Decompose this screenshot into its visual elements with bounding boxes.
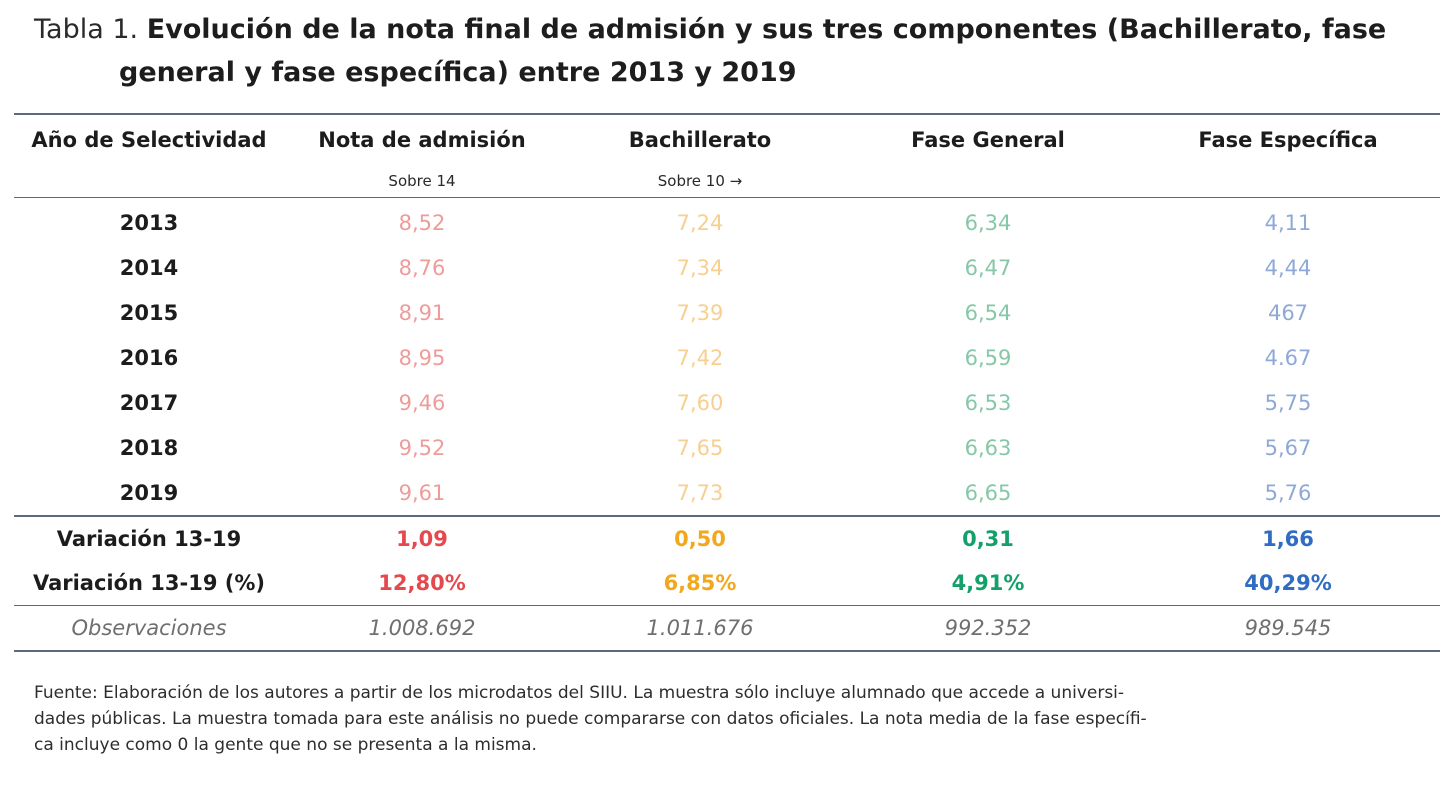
value-cell: 7,42 (676, 345, 724, 370)
value-cell: 7,24 (676, 210, 724, 235)
value-cell: 8,52 (398, 210, 446, 235)
value-cell: 4.67 (1264, 345, 1312, 370)
value-cell: 7,73 (676, 480, 724, 505)
header-row: Año de Selectividad Nota de admisión Bac… (14, 115, 1440, 165)
year-cell: 2019 (119, 480, 179, 505)
observations-value: 992.352 (840, 605, 1136, 652)
value-cell: 6,47 (964, 255, 1012, 280)
footnote-line-2: dades públicas. La muestra tomada para e… (34, 709, 1147, 729)
table-row: 2014 8,76 7,34 6,47 4,44 (14, 245, 1440, 290)
table-row: 2019 9,61 7,73 6,65 5,76 (14, 470, 1440, 516)
value-cell: 6,34 (964, 210, 1012, 235)
value-cell: 6,65 (964, 480, 1012, 505)
value-cell: 7,60 (676, 390, 724, 415)
value-cell: 9,46 (398, 390, 446, 415)
table-row: 2016 8,95 7,42 6,59 4.67 (14, 335, 1440, 380)
observations-value: 1.011.676 (560, 605, 840, 652)
value-cell: 5,76 (1264, 480, 1312, 505)
value-cell: 6,54 (964, 300, 1012, 325)
year-cell: 2016 (119, 345, 179, 370)
footnote: Fuente: Elaboración de los autores a par… (34, 680, 1414, 758)
year-cell: 2013 (119, 210, 179, 235)
value-cell: 9,61 (398, 480, 446, 505)
value-cell: 5,67 (1264, 435, 1312, 460)
variation-pct-value: 40,29% (1136, 561, 1440, 606)
title-text-1: Evolución de la nota final de admisión y… (146, 14, 1387, 45)
observations-label: Observaciones (14, 605, 284, 652)
header-year: Año de Selectividad (31, 128, 267, 152)
header-admision: Nota de admisión (318, 128, 526, 152)
value-cell: 8,76 (398, 255, 446, 280)
table-title: Tabla 1. Evolución de la nota final de a… (34, 8, 1434, 94)
variation-pct-value: 6,85% (560, 561, 840, 606)
title-line-1: Tabla 1. Evolución de la nota final de a… (34, 8, 1434, 51)
observations-value: 989.545 (1136, 605, 1440, 652)
variation-value: 1,66 (1136, 515, 1440, 561)
header-bachillerato: Bachillerato (628, 128, 772, 152)
variation-row: Variación 13-19 1,09 0,50 0,31 1,66 (14, 515, 1440, 561)
table-row: 2015 8,91 7,39 6,54 467 (14, 290, 1440, 335)
value-cell: 4,11 (1264, 210, 1312, 235)
variation-pct-value: 4,91% (840, 561, 1136, 606)
variation-value: 0,50 (560, 515, 840, 561)
unit-cell (14, 165, 284, 198)
observations-value: 1.008.692 (284, 605, 560, 652)
observations-row: Observaciones 1.008.692 1.011.676 992.35… (14, 605, 1440, 652)
table-row: 2018 9,52 7,65 6,63 5,67 (14, 425, 1440, 470)
year-cell: 2014 (119, 255, 179, 280)
title-prefix: Tabla 1. (34, 14, 139, 45)
value-cell: 7,39 (676, 300, 724, 325)
unit-cell (1136, 165, 1440, 198)
year-cell: 2017 (119, 390, 179, 415)
variation-value: 1,09 (284, 515, 560, 561)
title-text-2: general y fase específica) entre 2013 y … (119, 57, 797, 88)
value-cell: 7,65 (676, 435, 724, 460)
header-fase-general: Fase General (911, 128, 1065, 152)
variation-pct-row: Variación 13-19 (%) 12,80% 6,85% 4,91% 4… (14, 561, 1440, 606)
unit-cell (840, 165, 1136, 198)
table-row: 2017 9,46 7,60 6,53 5,75 (14, 380, 1440, 425)
variation-label: Variación 13-19 (14, 515, 284, 561)
value-cell: 5,75 (1264, 390, 1312, 415)
value-cell: 6,63 (964, 435, 1012, 460)
title-line-2: general y fase específica) entre 2013 y … (34, 51, 1434, 94)
year-cell: 2018 (119, 435, 179, 460)
header-fase-especifica: Fase Específica (1198, 128, 1378, 152)
variation-pct-value: 12,80% (284, 561, 560, 606)
value-cell: 9,52 (398, 435, 446, 460)
unit-cell: Sobre 14 (284, 165, 560, 198)
variation-value: 0,31 (840, 515, 1136, 561)
variation-pct-label: Variación 13-19 (%) (14, 561, 284, 606)
value-cell: 467 (1267, 300, 1309, 325)
table-row: 2013 8,52 7,24 6,34 4,11 (14, 198, 1440, 246)
value-cell: 8,95 (398, 345, 446, 370)
units-row: Sobre 14 Sobre 10 → (14, 165, 1440, 198)
value-cell: 7,34 (676, 255, 724, 280)
footnote-line-1: Fuente: Elaboración de los autores a par… (34, 683, 1125, 703)
value-cell: 8,91 (398, 300, 446, 325)
year-cell: 2015 (119, 300, 179, 325)
unit-cell: Sobre 10 → (560, 165, 840, 198)
data-table: Año de Selectividad Nota de admisión Bac… (14, 113, 1440, 652)
value-cell: 6,53 (964, 390, 1012, 415)
value-cell: 6,59 (964, 345, 1012, 370)
value-cell: 4,44 (1264, 255, 1312, 280)
footnote-line-3: ca incluye como 0 la gente que no se pre… (34, 735, 537, 755)
